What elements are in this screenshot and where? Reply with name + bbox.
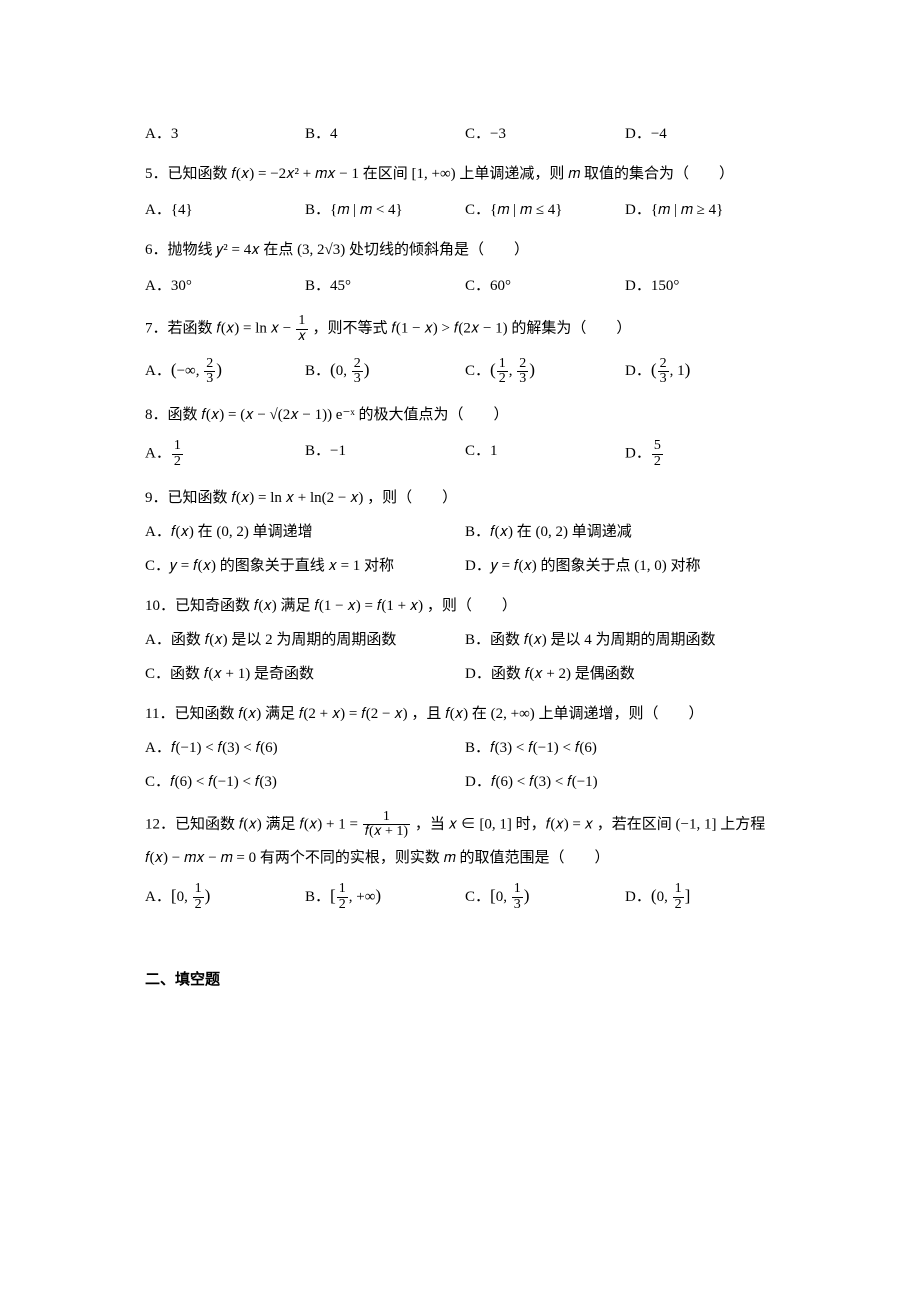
q5-choice-A: A．{4}	[145, 198, 305, 222]
q12-choice-D: D．(0, 12]	[625, 882, 785, 913]
section-2-title: 二、填空题	[145, 968, 785, 992]
q10-choice-D: D．函数 𝑓(𝑥 + 2) 是偶函数	[465, 662, 785, 686]
q7-choice-B: B．(0, 23)	[305, 356, 465, 387]
q7-stem: 7．若函数 𝑓(𝑥) = ln 𝑥 − 1𝑥 ，则不等式 𝑓(1 − 𝑥) > …	[145, 314, 785, 344]
q9-stem: 9．已知函数 𝑓(𝑥) = ln 𝑥 + ln(2 − 𝑥) ，则（ ）	[145, 486, 785, 510]
q4-choice-A: A．3	[145, 122, 305, 146]
q8-choice-C: C．1	[465, 439, 625, 469]
q12-choices: A．[0, 12) B．[12, +∞) C．[0, 13) D．(0, 12]	[145, 882, 785, 913]
q12-choice-A: A．[0, 12)	[145, 882, 305, 913]
q5-stem: 5．已知函数 𝑓(𝑥) = −2𝑥² + 𝑚𝑥 − 1 在区间 [1, +∞) …	[145, 162, 785, 186]
q12-stem-line2: 𝑓(𝑥) − 𝑚𝑥 − 𝑚 = 0 有两个不同的实根，则实数 𝑚 的取值范围是（…	[145, 846, 785, 870]
q10-choice-C: C．函数 𝑓(𝑥 + 1) 是奇函数	[145, 662, 465, 686]
q12-frac: 1𝑓(𝑥 + 1)	[363, 810, 410, 840]
q11-stem: 11．已知函数 𝑓(𝑥) 满足 𝑓(2 + 𝑥) = 𝑓(2 − 𝑥) ，且 𝑓…	[145, 702, 785, 726]
q11-choice-D: D．𝑓(6) < 𝑓(3) < 𝑓(−1)	[465, 770, 785, 794]
q8-choice-D: D．52	[625, 439, 785, 469]
q6-choice-B: B．45°	[305, 274, 465, 298]
q7-choice-C: C．(12, 23)	[465, 356, 625, 387]
q10-stem: 10．已知奇函数 𝑓(𝑥) 满足 𝑓(1 − 𝑥) = 𝑓(1 + 𝑥) ，则（…	[145, 594, 785, 618]
q5-choice-D: D．{𝑚 | 𝑚 ≥ 4}	[625, 198, 785, 222]
q9-choice-C: C．𝑦 = 𝑓(𝑥) 的图象关于直线 𝑥 = 1 对称	[145, 554, 465, 578]
q12-stem-suffix: ，当 𝑥 ∈ [0, 1] 时，𝑓(𝑥) = 𝑥 ，若在区间 (−1, 1] 上…	[411, 816, 765, 832]
q7-choice-D: D．(23, 1)	[625, 356, 785, 387]
q12-stem-prefix: 12．已知函数 𝑓(𝑥) 满足 𝑓(𝑥) + 1 =	[145, 816, 362, 832]
q9-choices-row2: C．𝑦 = 𝑓(𝑥) 的图象关于直线 𝑥 = 1 对称 D．𝑦 = 𝑓(𝑥) 的…	[145, 554, 785, 578]
q7-stem-prefix: 7．若函数 𝑓(𝑥) = ln 𝑥 −	[145, 321, 295, 337]
q7-choices: A．(−∞, 23) B．(0, 23) C．(12, 23) D．(23, 1…	[145, 356, 785, 387]
q7-choice-A: A．(−∞, 23)	[145, 356, 305, 387]
q11-choice-B: B．𝑓(3) < 𝑓(−1) < 𝑓(6)	[465, 736, 785, 760]
q4-choices: A．3 B．4 C．−3 D．−4	[145, 122, 785, 146]
q7-stem-suffix: ，则不等式 𝑓(1 − 𝑥) > 𝑓(2𝑥 − 1) 的解集为（ ）	[309, 321, 632, 337]
q10-choice-B: B．函数 𝑓(𝑥) 是以 4 为周期的周期函数	[465, 628, 785, 652]
q12-stem-line1: 12．已知函数 𝑓(𝑥) 满足 𝑓(𝑥) + 1 = 1𝑓(𝑥 + 1) ，当 …	[145, 810, 785, 840]
q6-choice-C: C．60°	[465, 274, 625, 298]
q10-choices-row2: C．函数 𝑓(𝑥 + 1) 是奇函数 D．函数 𝑓(𝑥 + 2) 是偶函数	[145, 662, 785, 686]
q10-choices-row1: A．函数 𝑓(𝑥) 是以 2 为周期的周期函数 B．函数 𝑓(𝑥) 是以 4 为…	[145, 628, 785, 652]
q11-choices-row2: C．𝑓(6) < 𝑓(−1) < 𝑓(3) D．𝑓(6) < 𝑓(3) < 𝑓(…	[145, 770, 785, 794]
q4-choice-D: D．−4	[625, 122, 785, 146]
q4-choice-C: C．−3	[465, 122, 625, 146]
q6-stem: 6．抛物线 𝑦² = 4𝑥 在点 (3, 2√3) 处切线的倾斜角是（ ）	[145, 238, 785, 262]
q5-choice-B: B．{𝑚 | 𝑚 < 4}	[305, 198, 465, 222]
q5-choice-C: C．{𝑚 | 𝑚 ≤ 4}	[465, 198, 625, 222]
q5-choices: A．{4} B．{𝑚 | 𝑚 < 4} C．{𝑚 | 𝑚 ≤ 4} D．{𝑚 |…	[145, 198, 785, 222]
q9-choice-B: B．𝑓(𝑥) 在 (0, 2) 单调递减	[465, 520, 785, 544]
q9-choice-D: D．𝑦 = 𝑓(𝑥) 的图象关于点 (1, 0) 对称	[465, 554, 785, 578]
q8-choice-B: B．−1	[305, 439, 465, 469]
q9-choice-A: A．𝑓(𝑥) 在 (0, 2) 单调递增	[145, 520, 465, 544]
q7-frac: 1𝑥	[296, 314, 308, 344]
q6-choices: A．30° B．45° C．60° D．150°	[145, 274, 785, 298]
q11-choice-A: A．𝑓(−1) < 𝑓(3) < 𝑓(6)	[145, 736, 465, 760]
q8-stem: 8．函数 𝑓(𝑥) = (𝑥 − √(2𝑥 − 1)) e⁻ˣ 的极大值点为（ …	[145, 403, 785, 427]
q12-choice-B: B．[12, +∞)	[305, 882, 465, 913]
q10-choice-A: A．函数 𝑓(𝑥) 是以 2 为周期的周期函数	[145, 628, 465, 652]
q11-choice-C: C．𝑓(6) < 𝑓(−1) < 𝑓(3)	[145, 770, 465, 794]
q9-choices-row1: A．𝑓(𝑥) 在 (0, 2) 单调递增 B．𝑓(𝑥) 在 (0, 2) 单调递…	[145, 520, 785, 544]
q8-choice-A: A．12	[145, 439, 305, 469]
q6-choice-D: D．150°	[625, 274, 785, 298]
q12-choice-C: C．[0, 13)	[465, 882, 625, 913]
q11-choices-row1: A．𝑓(−1) < 𝑓(3) < 𝑓(6) B．𝑓(3) < 𝑓(−1) < 𝑓…	[145, 736, 785, 760]
q6-choice-A: A．30°	[145, 274, 305, 298]
q8-choices: A．12 B．−1 C．1 D．52	[145, 439, 785, 469]
q4-choice-B: B．4	[305, 122, 465, 146]
